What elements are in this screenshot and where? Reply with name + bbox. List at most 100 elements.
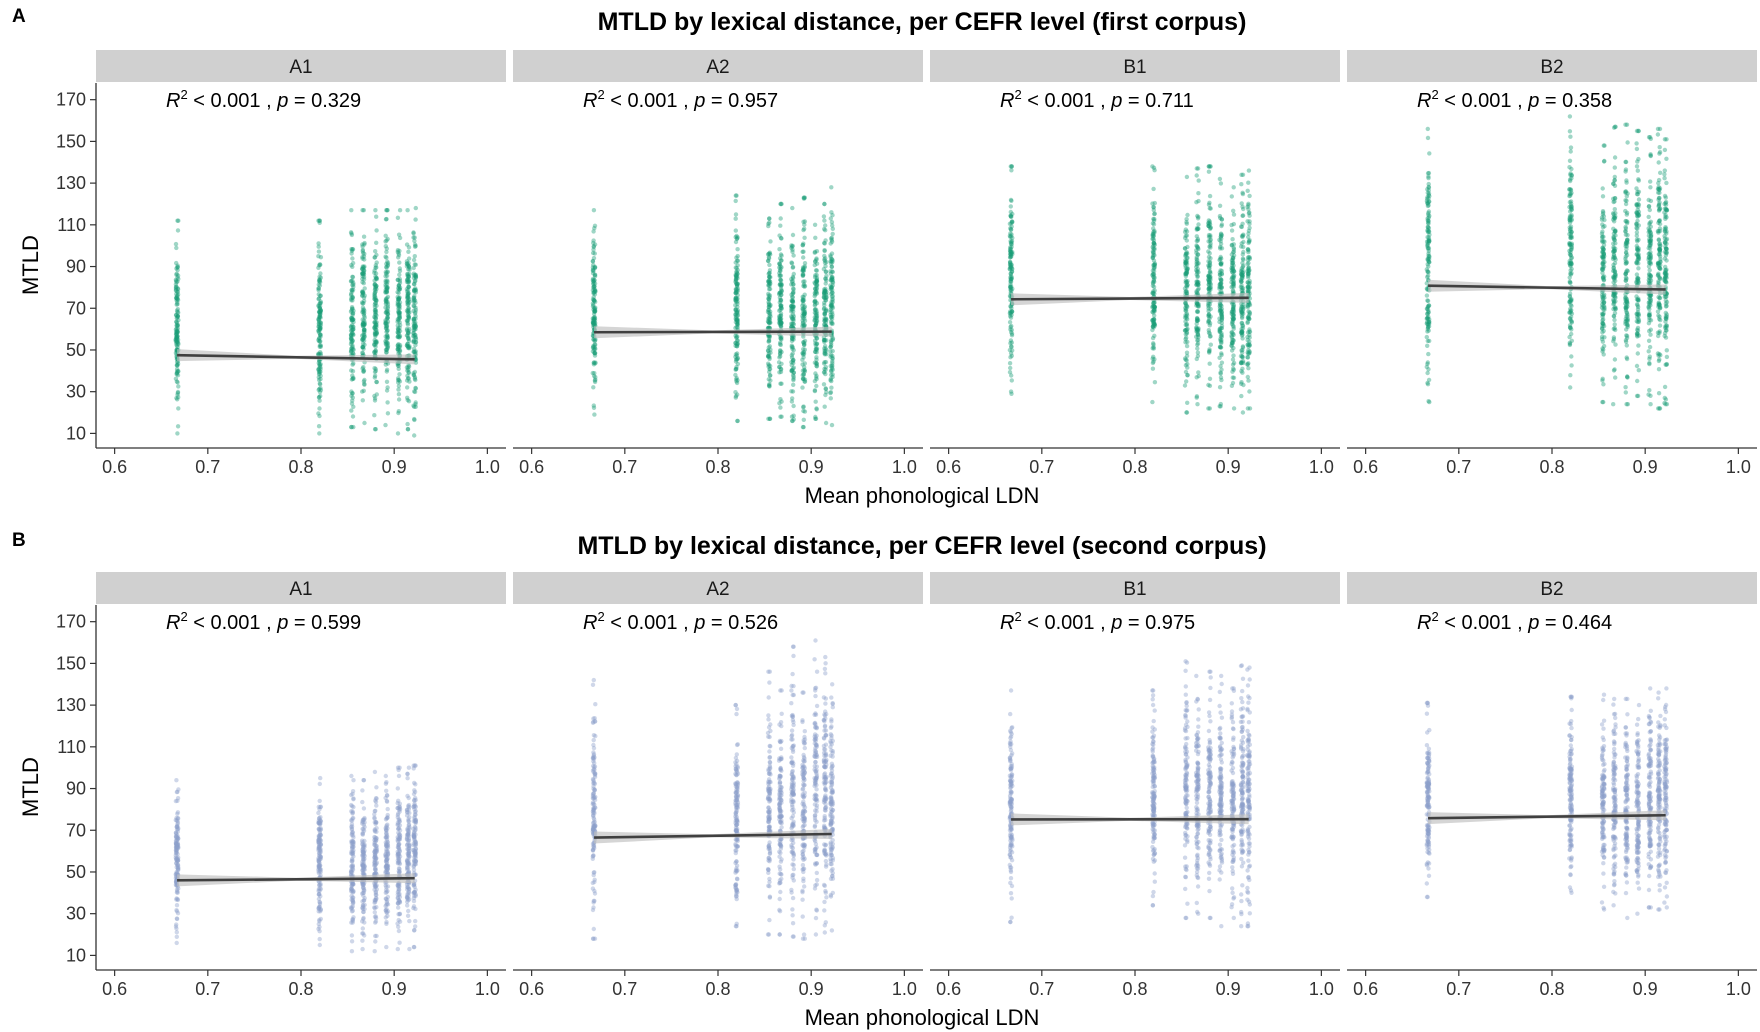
data-point xyxy=(1195,216,1201,221)
chart-title-b: MTLD by lexical distance, per CEFR level… xyxy=(577,532,1266,560)
data-point xyxy=(1636,266,1641,271)
data-point xyxy=(316,888,321,894)
data-point xyxy=(176,395,181,400)
data-point xyxy=(801,219,806,224)
data-point xyxy=(351,375,356,380)
data-point xyxy=(1623,208,1628,214)
data-point xyxy=(1636,237,1641,242)
data-point xyxy=(383,233,388,238)
data-point xyxy=(174,321,180,326)
data-point xyxy=(362,240,367,246)
data-point xyxy=(350,395,355,400)
data-point xyxy=(350,260,356,266)
data-point xyxy=(1008,365,1013,371)
data-point xyxy=(174,340,179,345)
data-point xyxy=(1196,191,1201,196)
data-point xyxy=(317,381,322,386)
x-tick-label: 0.7 xyxy=(195,457,220,477)
data-point xyxy=(396,392,402,397)
data-point xyxy=(384,321,390,326)
data-point xyxy=(1240,332,1245,337)
data-point xyxy=(360,321,366,327)
data-point xyxy=(349,802,354,808)
data-point xyxy=(350,391,355,396)
stat-r2-value: < 0.001 , xyxy=(1439,90,1529,112)
data-point xyxy=(1152,264,1158,270)
data-point xyxy=(174,922,179,927)
data-point xyxy=(317,278,322,284)
data-point xyxy=(316,375,321,380)
data-point xyxy=(175,314,181,319)
data-point xyxy=(360,322,365,327)
stat-r-superscript: 2 xyxy=(1431,87,1438,102)
data-point xyxy=(1569,354,1574,359)
panel-label-b: B xyxy=(12,530,26,551)
data-point xyxy=(1425,382,1431,387)
data-point xyxy=(317,283,323,288)
data-point xyxy=(396,252,402,258)
data-point xyxy=(1657,126,1663,132)
data-point xyxy=(360,244,365,249)
data-point xyxy=(175,329,180,334)
data-point xyxy=(1657,252,1662,257)
data-point xyxy=(175,334,180,339)
data-point xyxy=(350,256,355,261)
data-point xyxy=(397,272,402,277)
data-point xyxy=(1206,234,1212,240)
data-point xyxy=(316,369,322,374)
data-point xyxy=(351,317,356,322)
data-point xyxy=(1194,375,1199,380)
data-point xyxy=(801,311,807,317)
data-point xyxy=(374,339,379,345)
data-point xyxy=(405,376,411,381)
data-point xyxy=(829,304,835,309)
data-point xyxy=(812,293,817,299)
data-point xyxy=(361,365,366,370)
data-point xyxy=(349,336,354,342)
data-point xyxy=(374,283,379,289)
y-tick-label: 110 xyxy=(57,215,86,235)
data-point xyxy=(360,290,365,295)
data-point xyxy=(406,245,412,250)
data-point xyxy=(1008,355,1013,360)
data-point xyxy=(1648,219,1654,224)
data-point xyxy=(1195,245,1201,251)
data-point xyxy=(1611,326,1617,332)
data-point xyxy=(1424,334,1430,340)
data-point xyxy=(802,226,807,231)
data-point xyxy=(779,414,784,419)
data-point xyxy=(1664,250,1669,255)
data-point xyxy=(175,889,180,894)
data-point xyxy=(1425,338,1431,344)
data-point xyxy=(1623,224,1628,230)
data-point xyxy=(318,775,323,781)
data-point xyxy=(1245,188,1250,193)
data-point xyxy=(362,310,367,316)
data-point xyxy=(360,336,365,342)
data-point xyxy=(174,312,179,318)
data-point xyxy=(1601,159,1607,164)
x-tick-label: 0.8 xyxy=(288,457,313,477)
data-point xyxy=(317,315,322,320)
data-point xyxy=(1663,195,1669,200)
data-point xyxy=(1424,293,1430,298)
data-point xyxy=(1569,338,1575,343)
data-point xyxy=(1425,171,1431,176)
data-point xyxy=(362,268,367,273)
data-point xyxy=(1008,324,1013,330)
data-point xyxy=(1648,252,1653,258)
data-point xyxy=(350,311,356,316)
data-point xyxy=(823,420,829,426)
data-point xyxy=(174,284,179,289)
x-tick-label: 0.9 xyxy=(1216,457,1241,477)
data-point xyxy=(1009,219,1015,224)
data-point xyxy=(372,427,378,432)
data-point xyxy=(766,377,771,382)
data-point xyxy=(318,271,323,276)
data-point xyxy=(349,291,354,296)
data-point xyxy=(1636,178,1642,183)
data-point xyxy=(349,346,354,351)
data-point xyxy=(176,310,181,315)
data-point xyxy=(175,313,180,319)
data-point xyxy=(778,216,783,221)
